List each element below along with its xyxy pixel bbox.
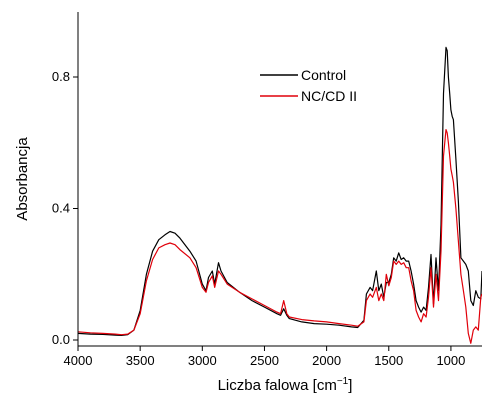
x-axis-title-unit-sup: −1 (337, 376, 349, 387)
x-axis-title: Liczba falowa [cm−1] (218, 376, 353, 394)
legend-label-nc-cd-ii: NC/CD II (301, 88, 357, 104)
x-tick-label: 3500 (126, 353, 155, 368)
x-tick-label: 1500 (374, 353, 403, 368)
y-tick-label: 0.0 (52, 332, 70, 347)
legend-label-control: Control (301, 67, 346, 83)
x-tick-label: 1000 (436, 353, 465, 368)
y-axis-title: Absorbancja (14, 137, 31, 221)
series-line-nc-cd-ii (77, 129, 482, 344)
ticks-layer: 4000 3500 3000 2500 2000 1500 1000 0.0 0.4 0.8 (52, 69, 465, 368)
x-tick-label: 2000 (312, 353, 341, 368)
series-layer (77, 46, 482, 344)
y-tick-label: 0.4 (52, 201, 70, 216)
x-tick-label: 2500 (250, 353, 279, 368)
x-axis-title-main: Liczba falowa [cm (218, 377, 337, 394)
y-tick-label: 0.8 (52, 69, 70, 84)
series-line-control (77, 46, 482, 336)
legend: Control NC/CD II (260, 67, 357, 104)
x-tick-label: 3000 (188, 353, 217, 368)
x-tick-label: 4000 (64, 353, 93, 368)
axes-layer (77, 12, 482, 347)
x-axis-title-close: ] (348, 377, 352, 394)
